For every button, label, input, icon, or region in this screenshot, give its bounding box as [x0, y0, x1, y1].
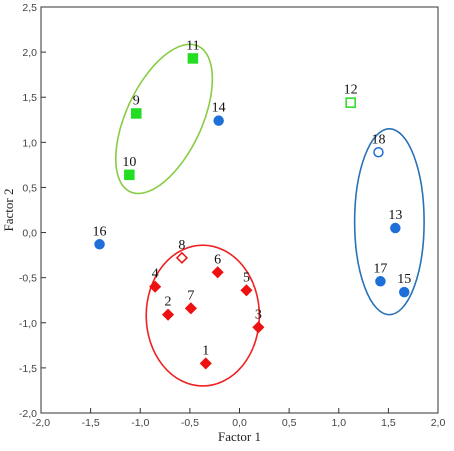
x-tick-label: 2,0: [431, 417, 446, 429]
y-tick-label: 2,5: [22, 2, 37, 14]
x-tick-label: 0,5: [282, 417, 297, 429]
x-tick-label: -2,0: [32, 417, 50, 429]
x-axis-ticks: -2,0 -1,5 -1,0 -0,5 0,0 0,5 1,0 1,5 2,0: [32, 408, 445, 429]
y-tick-label: 0,5: [22, 182, 37, 194]
data-point: [375, 276, 386, 287]
y-axis-ticks: -2,0 -1,5 -1,0 -0,5 0,0 0,5 1,0 1,5 2,0 2,5: [19, 2, 46, 420]
point-label: 3: [255, 307, 262, 322]
point-label: 5: [243, 270, 250, 285]
point-label: 4: [152, 267, 159, 282]
cluster-ellipse: [145, 244, 261, 387]
point-label: 1: [202, 343, 209, 358]
point-label: 14: [212, 101, 226, 116]
data-points: [94, 53, 410, 370]
data-point: [345, 97, 356, 108]
data-point: [94, 239, 105, 250]
y-axis-title: Factor 2: [1, 189, 16, 232]
point-label: 6: [214, 252, 221, 267]
data-point: [399, 286, 410, 298]
point-label: 11: [186, 38, 199, 53]
cluster-ellipse: [353, 127, 425, 316]
x-tick-label: 0,0: [232, 417, 247, 429]
data-point: [184, 302, 197, 315]
point-label: 13: [388, 208, 402, 223]
point-label: 8: [178, 238, 185, 253]
data-point: [252, 321, 265, 334]
data-point: [211, 266, 224, 279]
point-label: 2: [165, 295, 172, 310]
data-point: [175, 251, 188, 264]
data-point: [161, 308, 175, 321]
x-tick-label: -1,0: [131, 417, 149, 429]
x-axis-title: Factor 1: [218, 429, 261, 444]
data-point: [149, 280, 162, 293]
cluster-ellipse: [114, 43, 214, 195]
data-point: [373, 147, 384, 158]
x-tick-label: -0,5: [181, 417, 199, 429]
point-label: 17: [373, 261, 387, 276]
x-tick-label: -1,5: [82, 417, 100, 429]
cluster-ellipses: [114, 43, 425, 387]
data-point: [124, 169, 135, 181]
point-label: 18: [371, 132, 385, 147]
data-point: [199, 357, 212, 370]
x-tick-label: 1,5: [381, 417, 396, 429]
point-label: 15: [397, 272, 411, 287]
x-tick-label: 1,0: [331, 417, 346, 429]
point-label: 16: [93, 224, 107, 239]
data-point: [213, 115, 224, 126]
point-label: 9: [133, 93, 140, 108]
plot-frame: [40, 6, 439, 414]
point-label: 7: [187, 288, 194, 303]
point-label: 12: [344, 83, 358, 98]
data-point: [390, 222, 401, 234]
data-point: [187, 53, 199, 64]
y-tick-label: 1,5: [22, 92, 37, 104]
y-tick-label: 2,0: [22, 47, 37, 59]
y-tick-label: -1,0: [19, 318, 37, 330]
y-tick-label: -0,5: [19, 273, 37, 285]
y-tick-label: 1,0: [22, 137, 37, 149]
data-point: [240, 284, 253, 297]
data-point: [131, 108, 142, 119]
y-tick-label: -2,0: [19, 408, 37, 420]
y-tick-label: -1,5: [19, 363, 37, 375]
point-label: 10: [122, 155, 136, 170]
y-tick-label: 0,0: [22, 228, 37, 240]
